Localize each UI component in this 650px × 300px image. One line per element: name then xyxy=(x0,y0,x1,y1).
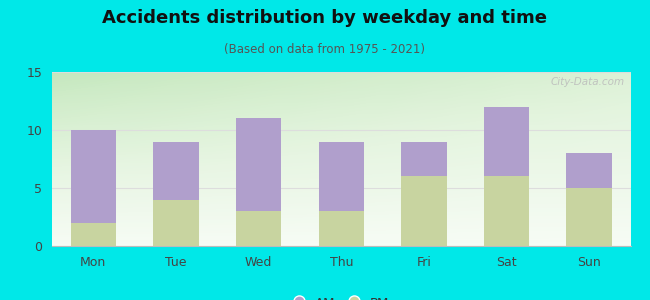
Text: (Based on data from 1975 - 2021): (Based on data from 1975 - 2021) xyxy=(224,44,426,56)
Bar xyxy=(401,176,447,246)
Bar xyxy=(153,142,199,200)
Bar xyxy=(484,176,529,246)
Bar xyxy=(71,223,116,246)
Bar xyxy=(484,107,529,176)
Bar xyxy=(566,188,612,246)
Bar xyxy=(318,142,364,211)
Text: Accidents distribution by weekday and time: Accidents distribution by weekday and ti… xyxy=(103,9,547,27)
Bar xyxy=(401,142,447,176)
Bar xyxy=(71,130,116,223)
Bar xyxy=(236,118,281,211)
Text: City-Data.com: City-Data.com xyxy=(551,77,625,87)
Bar xyxy=(318,211,364,246)
Legend: AM, PM: AM, PM xyxy=(289,291,394,300)
Bar xyxy=(566,153,612,188)
Bar xyxy=(153,200,199,246)
Bar xyxy=(236,211,281,246)
